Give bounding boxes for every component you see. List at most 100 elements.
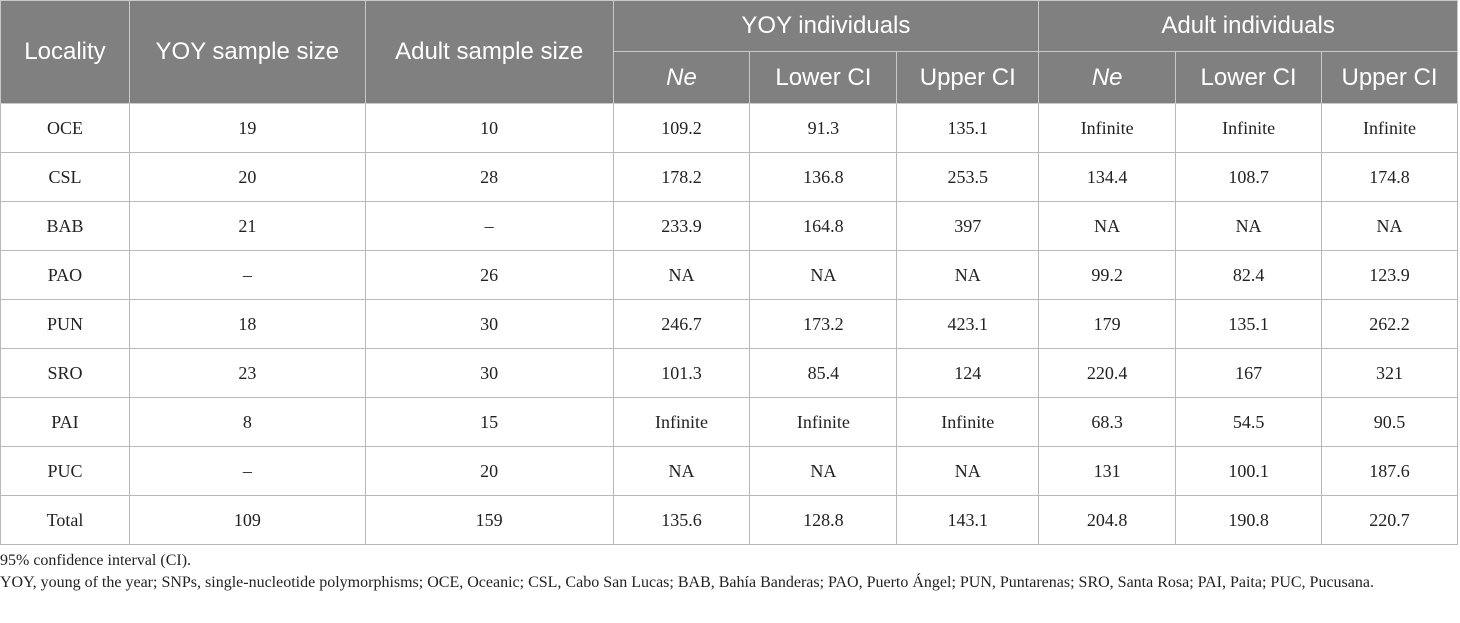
locality-cell: OCE — [0, 103, 130, 153]
table-cell: 190.8 — [1175, 495, 1323, 545]
table-body: OCE 19 10 109.2 91.3 135.1 Infinite Infinite Inf… — [0, 103, 1458, 545]
table-row: OCE 19 10 109.2 91.3 135.1 Infinite Infinite Inf… — [0, 103, 1458, 153]
table-cell: NA — [612, 250, 751, 300]
locality-cell: SRO — [0, 348, 130, 398]
table-cell: 30 — [364, 348, 614, 398]
table-cell: 109.2 — [612, 103, 751, 153]
table-cell: NA — [1321, 201, 1458, 251]
table-cell: NA — [1038, 201, 1177, 251]
table-cell: 26 — [364, 250, 614, 300]
table-cell: 18 — [128, 299, 366, 349]
table-cell: 135.6 — [612, 495, 751, 545]
header-adult-ne: Ne — [1038, 51, 1177, 104]
table-cell: 246.7 — [612, 299, 751, 349]
table-cell: 20 — [364, 446, 614, 496]
table-cell: 28 — [364, 152, 614, 202]
table-cell: 423.1 — [896, 299, 1040, 349]
table-cell: 23 — [128, 348, 366, 398]
header-adult-upper-ci: Upper CI — [1321, 51, 1458, 104]
table-cell: 164.8 — [749, 201, 898, 251]
table-cell: 8 — [128, 397, 366, 447]
table-row: CSL 20 28 178.2 136.8 253.5 134.4 108.7 174.8 — [0, 152, 1458, 202]
table-cell: Infinite — [612, 397, 751, 447]
locality-cell: PAO — [0, 250, 130, 300]
table-cell: NA — [896, 250, 1040, 300]
table-cell: 21 — [128, 201, 366, 251]
table-cell: 108.7 — [1175, 152, 1323, 202]
header-yoy-lower-ci: Lower CI — [749, 51, 898, 104]
table-cell: Infinite — [749, 397, 898, 447]
table-cell: – — [128, 446, 366, 496]
table-header: Locality YOY sample size Adult sample si… — [0, 0, 1458, 104]
footnote-ci: 95% confidence interval (CI). — [0, 552, 192, 569]
header-locality: Locality — [0, 0, 130, 104]
locality-cell: BAB — [0, 201, 130, 251]
table-cell: 253.5 — [896, 152, 1040, 202]
footnote-abbreviations: YOY, young of the year; SNPs, single-nuc… — [0, 574, 1374, 591]
header-yoy-individuals: YOY individuals — [612, 0, 1040, 52]
table-cell: 123.9 — [1321, 250, 1458, 300]
table-cell: 136.8 — [749, 152, 898, 202]
table-cell: 101.3 — [612, 348, 751, 398]
table-cell: 30 — [364, 299, 614, 349]
table-cell: 54.5 — [1175, 397, 1323, 447]
table-row: Total 109 159 135.6 128.8 143.1 204.8 190.8 220.… — [0, 495, 1458, 545]
header-adult-lower-ci: Lower CI — [1175, 51, 1323, 104]
table-cell: – — [364, 201, 614, 251]
table-cell: 220.4 — [1038, 348, 1177, 398]
header-adult-individuals: Adult individuals — [1038, 0, 1458, 52]
table-cell: – — [128, 250, 366, 300]
header-adult-sample-size: Adult sample size — [364, 0, 614, 104]
table-cell: 134.4 — [1038, 152, 1177, 202]
table-cell: 10 — [364, 103, 614, 153]
table-cell: 90.5 — [1321, 397, 1458, 447]
table-cell: 159 — [364, 495, 614, 545]
table-cell: Infinite — [1038, 103, 1177, 153]
table-cell: 397 — [896, 201, 1040, 251]
table-cell: NA — [1175, 201, 1323, 251]
table-row: PAO –26 NA NA NA 99.2 82.4 123.9 — [0, 250, 1458, 300]
table-cell: 233.9 — [612, 201, 751, 251]
table-cell: 109 — [128, 495, 366, 545]
header-yoy-ne: Ne — [612, 51, 751, 104]
table-cell: 100.1 — [1175, 446, 1323, 496]
table-cell: NA — [749, 250, 898, 300]
locality-cell: PAI — [0, 397, 130, 447]
table-cell: 321 — [1321, 348, 1458, 398]
table-cell: 173.2 — [749, 299, 898, 349]
table-cell: 85.4 — [749, 348, 898, 398]
table-cell: 204.8 — [1038, 495, 1177, 545]
table-cell: 128.8 — [749, 495, 898, 545]
table-cell: 20 — [128, 152, 366, 202]
ne-estimates-table: Locality YOY sample size Adult sample si… — [0, 0, 1458, 545]
table-cell: 68.3 — [1038, 397, 1177, 447]
header-yoy-sample-size: YOY sample size — [128, 0, 366, 104]
locality-cell: PUC — [0, 446, 130, 496]
table-row: BAB 21–233.9 164.8 397 NA NA NA — [0, 201, 1458, 251]
locality-cell: CSL — [0, 152, 130, 202]
table-row: PUN 18 30 246.7 173.2 423.1 179 135.1 262.2 — [0, 299, 1458, 349]
table-cell: 179 — [1038, 299, 1177, 349]
table-cell: 187.6 — [1321, 446, 1458, 496]
table-cell: 82.4 — [1175, 250, 1323, 300]
table-cell: 135.1 — [896, 103, 1040, 153]
table-cell: Infinite — [896, 397, 1040, 447]
table-cell: Infinite — [1321, 103, 1458, 153]
table-cell: 15 — [364, 397, 614, 447]
table-cell: NA — [749, 446, 898, 496]
table-cell: 135.1 — [1175, 299, 1323, 349]
table-cell: 143.1 — [896, 495, 1040, 545]
table-cell: Infinite — [1175, 103, 1323, 153]
header-yoy-upper-ci: Upper CI — [896, 51, 1040, 104]
table-row: PUC –20 NA NA NA 131 100.1 187.6 — [0, 446, 1458, 496]
table-cell: 178.2 — [612, 152, 751, 202]
table-row: SRO 23 30 101.3 85.4 124 220.4 167 321 — [0, 348, 1458, 398]
table-cell: 131 — [1038, 446, 1177, 496]
table-cell: 174.8 — [1321, 152, 1458, 202]
table-cell: 220.7 — [1321, 495, 1458, 545]
table-row: PAI 8 15 Infinite Infinite Infinite 68.3 54.5 90… — [0, 397, 1458, 447]
table-cell: 19 — [128, 103, 366, 153]
table-cell: 99.2 — [1038, 250, 1177, 300]
table-cell: NA — [896, 446, 1040, 496]
table-cell: 91.3 — [749, 103, 898, 153]
